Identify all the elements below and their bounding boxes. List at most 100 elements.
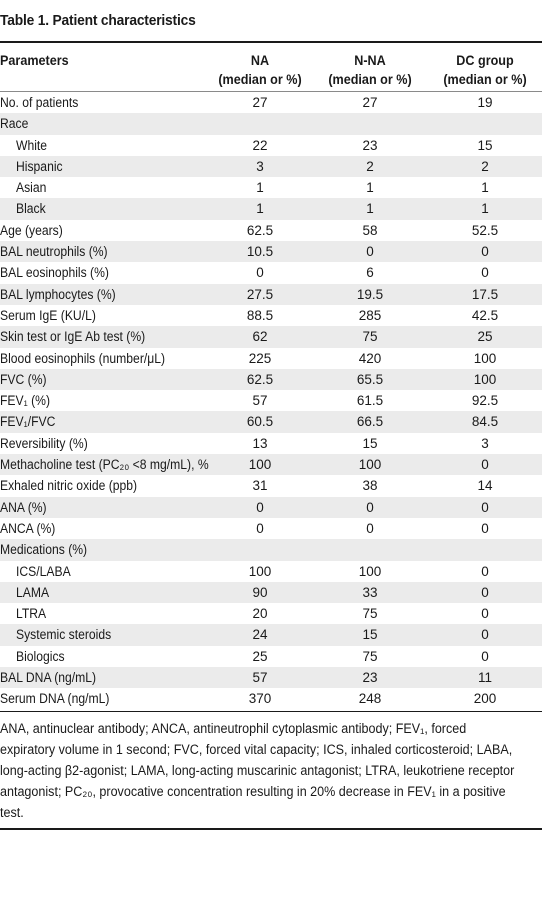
row-label: No. of patients <box>0 95 79 110</box>
cell-na: 1 <box>256 180 264 196</box>
cell-dc: 3 <box>481 435 489 451</box>
table-row: Systemic steroids 24 15 0 <box>0 624 542 646</box>
table-row: FEV₁ (%) 57 61.5 92.5 <box>0 390 542 411</box>
row-label: Medications (%) <box>0 542 88 558</box>
table-row: Serum DNA (ng/mL) 370 248 200 <box>0 688 542 709</box>
row-label: Age (years) <box>0 222 63 238</box>
row-label: Black <box>16 201 46 217</box>
cell-na: 22 <box>252 137 268 153</box>
row-label: ANA (%) <box>0 499 47 515</box>
cell-na: 10.5 <box>246 244 274 260</box>
table-row: Black 1 1 1 <box>0 198 542 220</box>
table-row: FEV₁/FVC 60.5 66.5 84.5 <box>0 411 542 433</box>
cell-na: 27 <box>252 95 268 110</box>
cell-dc: 17.5 <box>471 286 499 302</box>
header-dc-line1: DC group <box>456 52 514 68</box>
table-row: Skin test or IgE Ab test (%) 62 75 25 <box>0 326 542 348</box>
cell-nna: 15 <box>362 627 378 643</box>
top-rule <box>0 41 542 43</box>
header-na: NA (median or %) <box>193 51 328 89</box>
table-row: LAMA 90 33 0 <box>0 581 542 604</box>
cell-dc: 100 <box>473 350 497 366</box>
cell-na: 20 <box>252 606 268 622</box>
table-row: ANCA (%) 0 0 0 <box>0 518 542 539</box>
cell-na: 13 <box>252 435 268 451</box>
row-label: FEV₁ (%) <box>0 393 51 409</box>
end-rule <box>0 828 542 830</box>
cell-dc: 14 <box>477 478 493 494</box>
header-na-line1: NA <box>250 52 270 68</box>
cell-nna: 285 <box>358 307 382 323</box>
table-row: LTRA 20 75 0 <box>0 603 542 624</box>
cell-nna: 100 <box>358 563 382 579</box>
cell-nna: 2 <box>366 158 374 174</box>
cell-nna: 75 <box>362 648 378 664</box>
table-title: Table 1. Patient characteristics <box>0 12 196 29</box>
cell-na: 100 <box>248 563 272 579</box>
row-label: ICS/LABA <box>16 563 71 579</box>
header-nna-line2: (median or %) <box>328 71 412 87</box>
table-row: BAL neutrophils (%) 10.5 0 0 <box>0 241 542 263</box>
table-row: Asian 1 1 1 <box>0 177 542 198</box>
cell-dc: 200 <box>473 691 497 707</box>
cell-nna: 38 <box>362 478 378 494</box>
bottom-rule <box>0 711 542 712</box>
row-label: Asian <box>16 180 47 196</box>
cell-nna: 19.5 <box>356 286 384 302</box>
header-dc: DC group (median or %) <box>418 51 542 89</box>
cell-dc: 100 <box>473 371 497 387</box>
table-row: Methacholine test (PC₂₀ <8 mg/mL), % 100 1… <box>0 454 542 476</box>
cell-dc: 2 <box>481 158 489 174</box>
cell-dc: 0 <box>481 584 489 600</box>
cell-nna: 66.5 <box>356 414 384 430</box>
cell-na: 0 <box>256 499 264 515</box>
table-row: Medications (%) <box>0 539 542 561</box>
cell-nna: 248 <box>358 691 382 707</box>
table-row: Blood eosinophils (number/μL) 225 420 100 <box>0 348 542 369</box>
table-row: Age (years) 62.5 58 52.5 <box>0 220 542 241</box>
cell-dc: 0 <box>481 627 489 643</box>
table-body: No. of patients 27 27 19 Race White 22 23 15 Hisp… <box>0 92 542 710</box>
row-label: Hispanic <box>16 158 63 174</box>
row-label: Biologics <box>16 648 65 664</box>
cell-na: 1 <box>256 201 264 217</box>
row-label: FVC (%) <box>0 371 47 387</box>
table-row: BAL DNA (ng/mL) 57 23 11 <box>0 667 542 689</box>
cell-na: 62 <box>252 329 268 345</box>
row-label: Exhaled nitric oxide (ppb) <box>0 478 138 494</box>
table-row: ANA (%) 0 0 0 <box>0 496 542 518</box>
table-row: BAL eosinophils (%) 0 6 0 <box>0 262 542 283</box>
cell-nna: 15 <box>362 435 378 451</box>
header-nna-line1: N-NA <box>354 52 386 68</box>
cell-dc: 42.5 <box>471 307 499 323</box>
row-label: BAL lymphocytes (%) <box>0 286 116 302</box>
table-row: ICS/LABA 100 100 0 <box>0 561 542 582</box>
cell-na: 25 <box>252 648 268 664</box>
cell-nna: 58 <box>362 222 378 238</box>
row-label: LTRA <box>16 606 47 622</box>
cell-dc: 15 <box>477 137 493 153</box>
cell-na: 24 <box>252 627 268 643</box>
cell-na: 0 <box>256 265 264 281</box>
cell-nna: 0 <box>366 244 374 260</box>
row-label: BAL eosinophils (%) <box>0 265 109 281</box>
cell-dc: 1 <box>481 201 489 217</box>
cell-nna: 0 <box>366 520 374 536</box>
cell-nna: 100 <box>358 457 382 473</box>
header-rule <box>0 91 542 92</box>
cell-nna: 23 <box>362 670 378 686</box>
row-label: FEV₁/FVC <box>0 414 56 430</box>
cell-dc: 92.5 <box>471 393 499 409</box>
row-label: Serum DNA (ng/mL) <box>0 691 110 707</box>
row-label: ANCA (%) <box>0 520 56 536</box>
cell-na: 3 <box>256 158 264 174</box>
cell-na: 57 <box>252 670 268 686</box>
table-row: BAL lymphocytes (%) 27.5 19.5 17.5 <box>0 283 542 305</box>
cell-dc: 0 <box>481 499 489 515</box>
row-label: Systemic steroids <box>16 627 112 643</box>
cell-na: 0 <box>256 520 264 536</box>
table-row: No. of patients 27 27 19 <box>0 92 542 113</box>
cell-dc: 0 <box>481 244 489 260</box>
cell-nna: 6 <box>366 265 374 281</box>
